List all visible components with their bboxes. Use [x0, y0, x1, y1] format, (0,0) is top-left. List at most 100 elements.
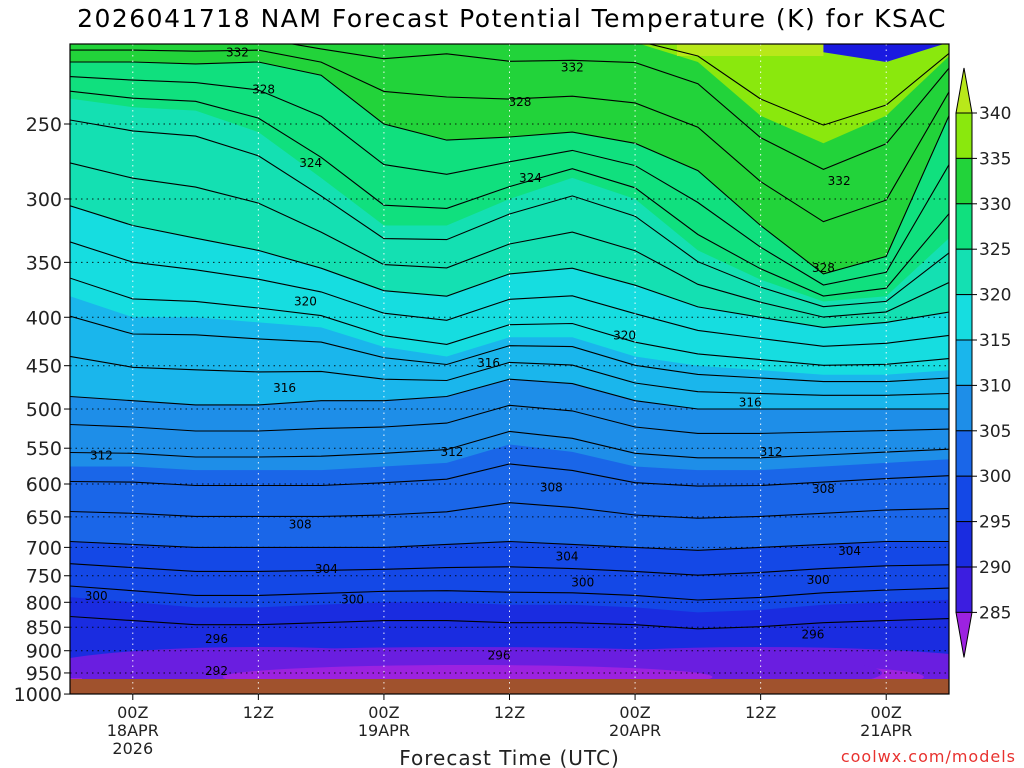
contour-label: 296 [802, 627, 825, 641]
y-tick-label: 250 [26, 114, 62, 136]
x-tick-label: 20APR [609, 721, 661, 740]
contour-label: 296 [488, 648, 511, 662]
y-tick-label: 350 [26, 252, 62, 274]
x-tick-label: 2026 [112, 739, 153, 758]
colorbar-segment [955, 294, 973, 341]
y-tick-label: 1000 [14, 684, 62, 706]
contour-label: 292 [205, 664, 228, 678]
contour-label: 316 [477, 356, 500, 370]
contour-label: 300 [341, 593, 364, 607]
chart-title: 2026041718 NAM Forecast Potential Temper… [77, 4, 947, 33]
ground-strip [70, 679, 949, 694]
colorbar-segment [955, 521, 973, 568]
colorbar-label: 315 [979, 331, 1011, 351]
contour-label: 300 [571, 575, 594, 589]
y-tick-label: 700 [26, 537, 62, 559]
x-tick-label: 12Z [745, 703, 776, 722]
contour-label: 316 [273, 381, 296, 395]
contour-label: 316 [739, 395, 762, 409]
colorbar-segment [955, 157, 973, 205]
isentrope-306 [70, 430, 949, 459]
colorbar-segment [955, 339, 973, 386]
colorbar-segment [955, 475, 973, 523]
contour-label: 304 [838, 544, 861, 558]
contour-label: 328 [812, 261, 835, 275]
contour-label: 312 [760, 445, 783, 459]
y-tick-label: 450 [26, 356, 62, 378]
contour-label: 308 [812, 482, 835, 496]
x-tick-label: 00Z [619, 703, 650, 722]
contour-label: 332 [226, 45, 249, 59]
x-tick-label: 00Z [368, 703, 399, 722]
contour-label: 328 [252, 83, 275, 97]
colorbar-segment [955, 203, 973, 250]
contour-label: 324 [299, 156, 322, 170]
isentrope-296 [70, 585, 949, 601]
x-tick-label: 12Z [494, 703, 525, 722]
isentrope-330 [70, 61, 949, 275]
contour-label: 300 [807, 573, 830, 587]
colorbar-bottom-arrow [955, 611, 973, 658]
contour-label: 304 [315, 562, 338, 576]
contour-label: 308 [540, 480, 563, 494]
contour-label: 320 [294, 295, 317, 309]
y-tick-label: 850 [26, 617, 62, 639]
contour-label: 332 [828, 174, 851, 188]
colorbar-label: 325 [979, 240, 1011, 260]
colorbar-label: 310 [979, 376, 1011, 396]
y-tick-label: 800 [26, 592, 62, 614]
isentrope-318 [70, 241, 949, 347]
y-tick-label: 400 [26, 307, 62, 329]
x-tick-label: 19APR [358, 721, 410, 740]
isentrope-326 [70, 90, 949, 297]
contour-label: 312 [90, 449, 113, 463]
x-axis-label: Forecast Time (UTC) [399, 746, 620, 768]
isentrope-324 [70, 119, 949, 308]
colorbar-label: 320 [979, 286, 1011, 306]
y-tick-label: 300 [26, 189, 62, 211]
isentrope-314 [70, 315, 949, 383]
colorbar-segment [955, 384, 973, 432]
isentrope-312 [70, 355, 949, 396]
y-tick-label: 650 [26, 507, 62, 529]
isentrope-304 [70, 463, 949, 487]
colorbar-label: 285 [979, 603, 1011, 623]
colorbar-label: 340 [979, 104, 1011, 124]
y-tick-label: 600 [26, 474, 62, 496]
isentrope-308 [70, 404, 949, 434]
y-tick-label: 750 [26, 566, 62, 588]
y-tick-label: 550 [26, 438, 62, 460]
contour-label: 300 [85, 589, 108, 603]
x-tick-label: 18APR [107, 721, 159, 740]
contour-label: 308 [289, 517, 312, 531]
credit-text: coolwx.com/models [840, 747, 1016, 766]
colorbar-segment [955, 112, 973, 159]
colorbar-top-arrow [955, 67, 973, 114]
isentrope-328 [70, 76, 949, 286]
colorbar-label: 305 [979, 422, 1011, 442]
y-tick-label: 500 [26, 399, 62, 421]
contour-label: 312 [440, 445, 463, 459]
isentrope-302 [70, 502, 949, 519]
isentrope-300 [70, 540, 949, 551]
colorbar-label: 295 [979, 513, 1011, 533]
contour-label: 324 [519, 171, 542, 185]
x-tick-label: 00Z [117, 703, 148, 722]
colorbar-segment [955, 430, 973, 477]
x-tick-label: 21APR [860, 721, 912, 740]
colorbar-label: 335 [979, 149, 1011, 169]
contour-label: 296 [205, 632, 228, 646]
isentrope-320 [70, 205, 949, 328]
colorbar-segment [955, 566, 973, 613]
isentrope-336 [647, 44, 949, 126]
contour-label: 328 [509, 95, 532, 109]
colorbar-label: 300 [979, 467, 1011, 487]
colorbar-segment [955, 248, 973, 296]
contour-label: 320 [613, 328, 636, 342]
theta-band-340-plus [676, 44, 824, 56]
y-tick-label: 950 [26, 663, 62, 685]
colorbar-label: 290 [979, 558, 1011, 578]
colorbar-label: 330 [979, 195, 1011, 215]
contour-label: 304 [556, 550, 579, 564]
